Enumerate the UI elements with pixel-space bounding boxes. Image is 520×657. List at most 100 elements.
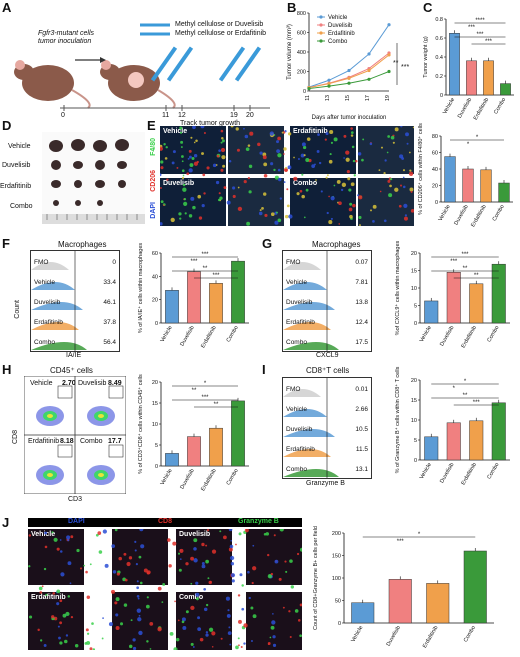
- bar: [446, 272, 461, 324]
- cell-dot: [243, 180, 247, 184]
- cell-dot: [383, 171, 386, 175]
- cell-dot: [205, 631, 209, 634]
- cell-dot: [403, 216, 408, 221]
- iaie-bar-chart: 0 20 40 60 Vehicle Duvelisib Erdafitinib Combo *…: [137, 243, 249, 349]
- cell-dot: [146, 596, 149, 599]
- cell-dot: [191, 157, 195, 161]
- cell-dot: [179, 548, 184, 553]
- cell-dot: [44, 545, 48, 549]
- h-quad-combo-value: 17.7: [108, 438, 122, 445]
- cell-dot: [65, 634, 69, 637]
- cell-dot: [182, 183, 186, 187]
- cell-dot: [405, 132, 409, 137]
- cell-dot: [115, 613, 119, 617]
- e-tile-duvelisib: Duvelisib: [160, 178, 226, 226]
- day-20: 20: [246, 112, 254, 119]
- x-tick-label: Combo: [492, 204, 506, 222]
- cell-dot: [241, 584, 244, 587]
- cell-dot: [284, 560, 287, 563]
- cell-dot: [237, 206, 243, 212]
- cell-dot: [379, 190, 382, 193]
- cell-dot: [237, 637, 240, 640]
- cell-dot: [197, 194, 202, 199]
- cell-dot: [179, 558, 182, 561]
- data-point: [367, 68, 371, 73]
- y-axis-label: % of Granzyme B⁺ cells within CD8⁺ T cel…: [394, 366, 401, 473]
- cell-dot: [333, 184, 336, 187]
- cell-dot: [182, 174, 185, 177]
- cell-dot: [267, 553, 270, 557]
- cell-dot: [207, 577, 210, 580]
- cell-dot: [79, 567, 83, 570]
- e-tile-combo: Combo: [290, 178, 356, 226]
- cell-dot: [102, 617, 104, 619]
- x-tick-label: 11: [305, 95, 311, 101]
- cell-dot: [161, 601, 164, 603]
- cell-dot: [162, 583, 166, 586]
- x-tick-label: Vehicle: [442, 97, 456, 115]
- legend-label: Vehicle: [328, 15, 348, 21]
- y-axis-label: Tumor weight (g): [423, 36, 429, 78]
- cell-dot: [200, 126, 205, 129]
- bar: [187, 271, 201, 324]
- y-tick-label: 20: [152, 380, 158, 386]
- cell-dot: [252, 566, 257, 571]
- y-tick-label: 0.8: [435, 17, 443, 23]
- x-tick-label: Combo: [486, 325, 500, 343]
- cell-dot: [115, 626, 120, 631]
- cell-dot: [306, 137, 311, 141]
- y-tick-label: 0: [155, 321, 158, 327]
- tumor-weight-chart: 0 0.2 0.4 0.6 0.8 Vehicle Duvelisib Erdafitinib…: [423, 17, 514, 121]
- i-xaxis: Granzyme B: [306, 480, 345, 487]
- cell-dot: [183, 197, 187, 201]
- cell-dot: [91, 622, 94, 625]
- y-axis-label: % of IA/IE⁺ cells within macrophages: [137, 243, 144, 334]
- row-label-combo: Combo: [10, 203, 33, 210]
- cell-dot: [249, 131, 254, 136]
- cell-dot: [138, 614, 141, 617]
- x-tick-label: 13: [325, 95, 331, 101]
- panel-e-label: E: [147, 118, 156, 133]
- cell-dot: [330, 217, 333, 220]
- flow-population: [98, 473, 104, 477]
- cell-dot: [218, 149, 221, 152]
- data-point: [347, 81, 351, 85]
- h-title: CD45⁺ cells: [50, 366, 93, 375]
- cell-dot: [409, 187, 414, 192]
- cell-dot: [296, 192, 300, 196]
- bar: [209, 427, 223, 467]
- cell-dot: [404, 214, 408, 217]
- cell-dot: [263, 162, 268, 167]
- cell-dot: [285, 570, 288, 573]
- sig-label: ***: [212, 273, 220, 279]
- cell-dot: [274, 559, 279, 564]
- cell-dot: [188, 168, 193, 173]
- legend-label: Combo: [328, 39, 348, 45]
- cell-dot: [221, 139, 225, 143]
- cell-dot: [352, 203, 356, 208]
- cell-dot: [400, 126, 403, 128]
- y-tick-label: 0: [440, 93, 443, 99]
- cell-dot: [372, 204, 377, 209]
- cell-dot: [137, 597, 140, 600]
- cell-dot: [182, 187, 187, 192]
- cell-dot: [348, 207, 353, 212]
- cell-dot: [270, 625, 275, 630]
- x-tick-label: Erdafitinib: [461, 462, 478, 486]
- y-tick-label: 20: [152, 298, 158, 304]
- cell-dot: [178, 212, 182, 216]
- cell-dot: [277, 218, 282, 223]
- cell-dot: [220, 637, 223, 640]
- cell-dot: [328, 220, 333, 225]
- cell-dot: [272, 635, 276, 639]
- cell-dot: [115, 597, 120, 602]
- j-zoom-duvelisib: [246, 529, 302, 585]
- cell-dot: [325, 132, 329, 136]
- tumor-volume-chart: 0 200 400 600 800 11 13 15 17 19 Vehicle Duvelisib E…: [287, 11, 409, 121]
- bar: [462, 168, 474, 203]
- cell-dot: [408, 171, 414, 176]
- x-tick-label: Combo: [463, 625, 477, 643]
- flow-gate: [57, 385, 73, 399]
- cell-dot: [183, 201, 188, 206]
- cell-dot: [197, 627, 202, 632]
